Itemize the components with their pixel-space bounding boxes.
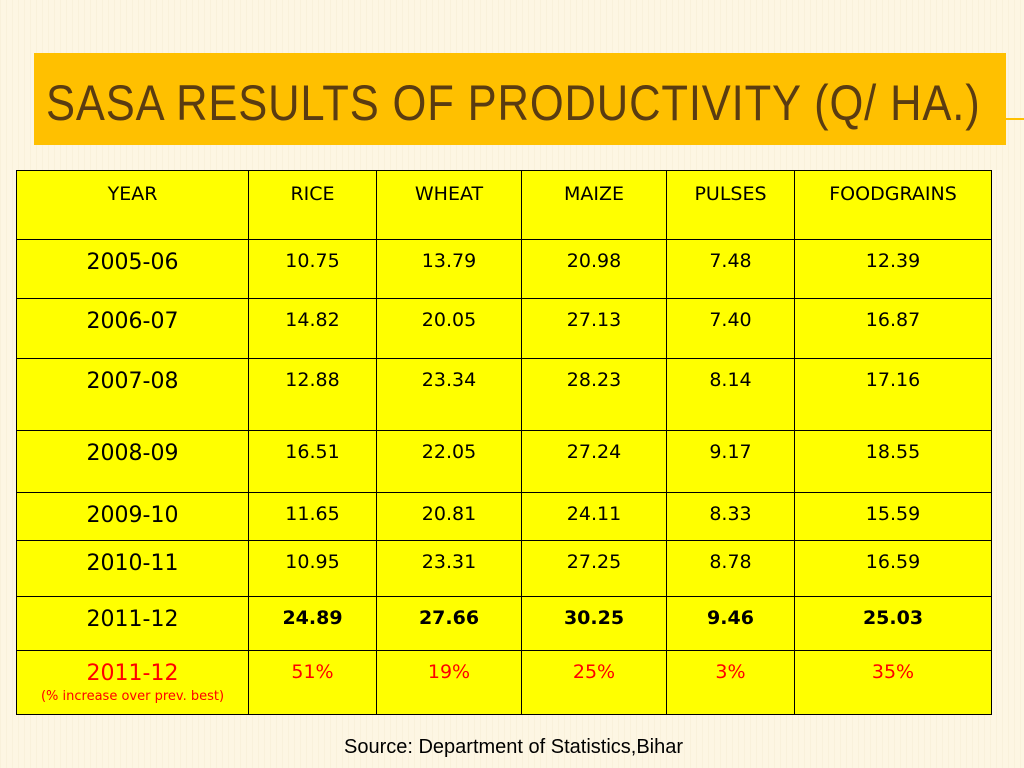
year-cell: 2009-10 [16, 492, 249, 541]
header-wheat: WHEAT [376, 170, 522, 240]
year-cell: 2005-06 [16, 239, 249, 299]
decorative-line [1006, 118, 1024, 120]
pulses-cell: 8.78 [666, 540, 795, 597]
maize-cell: 30.25 [521, 596, 667, 651]
wheat-cell: 27.66 [376, 596, 522, 651]
title-bar: SASA RESULTS OF PRODUCTIVITY (Q/ HA.) [34, 53, 1006, 145]
header-rice: RICE [248, 170, 377, 240]
foodgrains-cell: 16.87 [794, 298, 992, 359]
pulses-cell: 7.40 [666, 298, 795, 359]
table-header-row: YEAR RICE WHEAT MAIZE PULSES FOODGRAINS [16, 170, 992, 240]
wheat-cell: 20.05 [376, 298, 522, 359]
pulses-cell: 8.33 [666, 492, 795, 541]
rice-cell: 10.95 [248, 540, 377, 597]
year-cell: 2007-08 [16, 358, 249, 431]
productivity-table: YEAR RICE WHEAT MAIZE PULSES FOODGRAINS … [16, 170, 992, 715]
rice-cell: 51% [248, 650, 377, 715]
wheat-cell: 19% [376, 650, 522, 715]
table-row: 2010-11 10.95 23.31 27.25 8.78 16.59 [16, 540, 992, 597]
foodgrains-cell: 12.39 [794, 239, 992, 299]
maize-cell: 27.25 [521, 540, 667, 597]
maize-cell: 24.11 [521, 492, 667, 541]
year-cell: 2006-07 [16, 298, 249, 359]
table-row: 2006-07 14.82 20.05 27.13 7.40 16.87 [16, 298, 992, 359]
table-row: 2007-08 12.88 23.34 28.23 8.14 17.16 [16, 358, 992, 431]
rice-cell: 24.89 [248, 596, 377, 651]
wheat-cell: 23.34 [376, 358, 522, 431]
table-row: 2011-12 24.89 27.66 30.25 9.46 25.03 [16, 596, 992, 651]
header-pulses: PULSES [666, 170, 795, 240]
pulses-cell: 9.46 [666, 596, 795, 651]
foodgrains-cell: 35% [794, 650, 992, 715]
header-foodgrains: FOODGRAINS [794, 170, 992, 240]
year-cell: 2011-12 (% increase over prev. best) [16, 650, 249, 715]
year-note: (% increase over prev. best) [40, 689, 225, 704]
rice-cell: 11.65 [248, 492, 377, 541]
foodgrains-cell: 17.16 [794, 358, 992, 431]
source-note: Source: Department of Statistics,Bihar [344, 736, 684, 758]
rice-cell: 10.75 [248, 239, 377, 299]
foodgrains-cell: 18.55 [794, 430, 992, 493]
year-label: 2011-12 [86, 661, 179, 686]
maize-cell: 27.24 [521, 430, 667, 493]
slide-title: SASA RESULTS OF PRODUCTIVITY (Q/ HA.) [46, 75, 981, 131]
year-cell: 2011-12 [16, 596, 249, 651]
wheat-cell: 23.31 [376, 540, 522, 597]
rice-cell: 16.51 [248, 430, 377, 493]
maize-cell: 25% [521, 650, 667, 715]
year-cell: 2008-09 [16, 430, 249, 493]
maize-cell: 27.13 [521, 298, 667, 359]
rice-cell: 14.82 [248, 298, 377, 359]
header-year: YEAR [16, 170, 249, 240]
table-row: 2005-06 10.75 13.79 20.98 7.48 12.39 [16, 239, 992, 299]
rice-cell: 12.88 [248, 358, 377, 431]
wheat-cell: 20.81 [376, 492, 522, 541]
foodgrains-cell: 16.59 [794, 540, 992, 597]
maize-cell: 20.98 [521, 239, 667, 299]
foodgrains-cell: 15.59 [794, 492, 992, 541]
table-row-increase: 2011-12 (% increase over prev. best) 51%… [16, 650, 992, 715]
foodgrains-cell: 25.03 [794, 596, 992, 651]
pulses-cell: 8.14 [666, 358, 795, 431]
maize-cell: 28.23 [521, 358, 667, 431]
table-row: 2009-10 11.65 20.81 24.11 8.33 15.59 [16, 492, 992, 541]
year-cell: 2010-11 [16, 540, 249, 597]
wheat-cell: 22.05 [376, 430, 522, 493]
pulses-cell: 3% [666, 650, 795, 715]
header-maize: MAIZE [521, 170, 667, 240]
wheat-cell: 13.79 [376, 239, 522, 299]
pulses-cell: 7.48 [666, 239, 795, 299]
pulses-cell: 9.17 [666, 430, 795, 493]
table-row: 2008-09 16.51 22.05 27.24 9.17 18.55 [16, 430, 992, 493]
